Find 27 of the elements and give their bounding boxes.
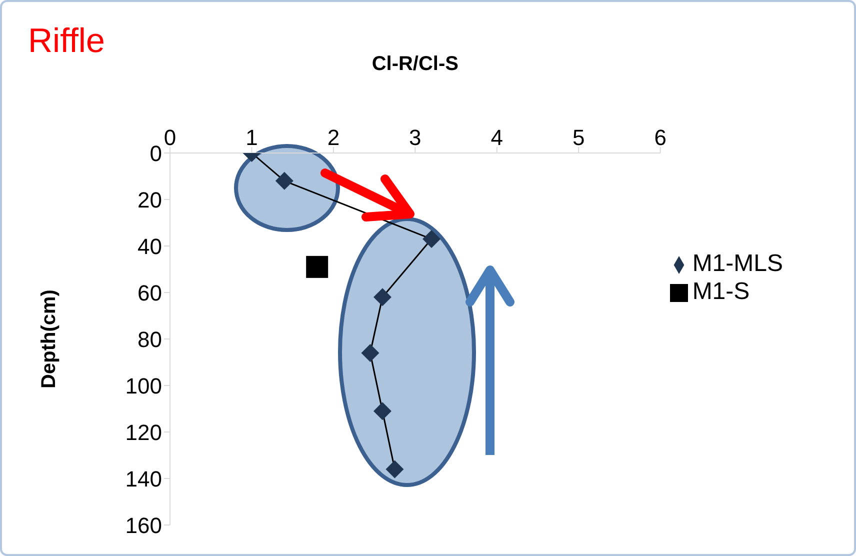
y-tick-label: 40 (138, 234, 162, 259)
legend-label: M1-MLS (692, 250, 783, 277)
y-tick-label: 0 (150, 140, 162, 166)
point (373, 288, 392, 306)
y-tick-label: 20 (138, 187, 162, 212)
y-tick-label: 60 (138, 280, 162, 306)
chart-title: Riffle (28, 22, 105, 61)
x-axis-title: Cl-R/Cl-S (372, 53, 458, 76)
y-tick-label: 120 (125, 420, 162, 445)
point (275, 172, 294, 190)
y-tick-label: 80 (138, 326, 162, 352)
point (306, 256, 328, 278)
point (373, 402, 392, 420)
y-tick-label: 140 (125, 466, 162, 492)
legend-label: M1-S (692, 278, 750, 305)
point (422, 230, 440, 248)
y-tick-label: 160 (125, 512, 162, 538)
x-tick-label: 4 (490, 125, 503, 150)
x-tick-label: 2 (327, 125, 340, 150)
y-axis-title: Depth(cm) (38, 290, 60, 388)
x-tick-label: 3 (409, 125, 422, 150)
x-tick-label: 1 (246, 125, 258, 150)
point (361, 344, 380, 362)
x-tick-label: 6 (654, 125, 666, 150)
point (386, 460, 404, 478)
x-tick-label: 5 (572, 125, 585, 150)
y-tick-label: 100 (125, 373, 162, 398)
